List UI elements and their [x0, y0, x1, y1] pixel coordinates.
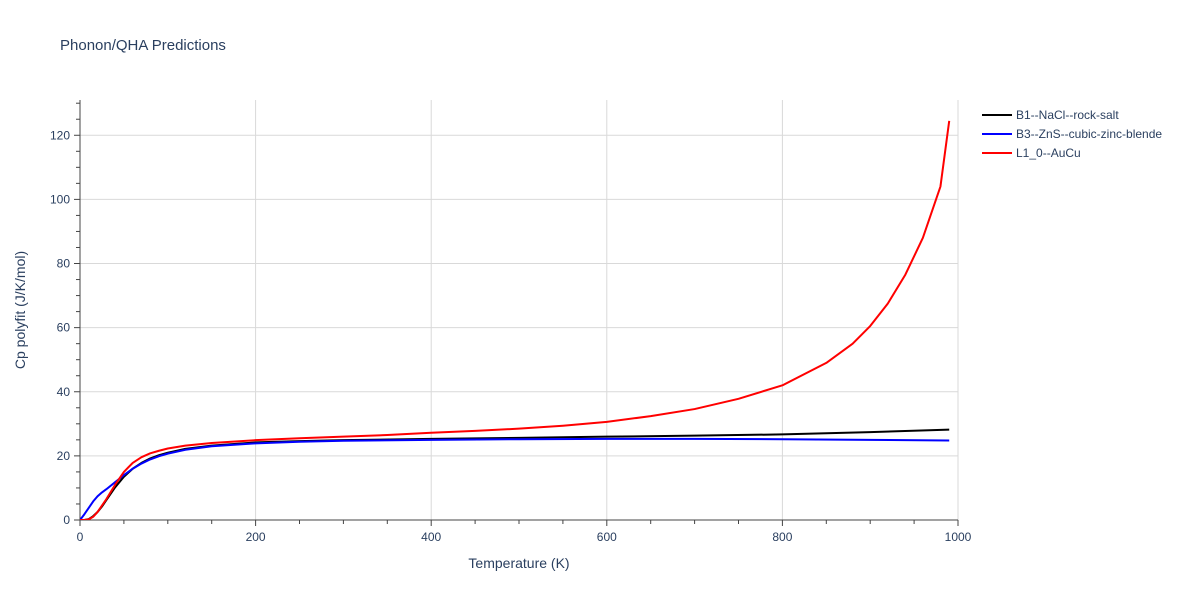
plot-area [80, 120, 951, 520]
legend: B1--NaCl--rock-salt B3--ZnS--cubic-zinc-b… [982, 108, 1162, 160]
series-line-1 [80, 437, 950, 520]
chart-title: Phonon/QHA Predictions [60, 37, 226, 54]
y-tick-label: 60 [57, 321, 71, 335]
y-tick-label: 40 [57, 385, 71, 399]
x-axis-title: Temperature (K) [468, 555, 569, 571]
y-tick-label: 0 [63, 513, 70, 527]
legend-label-2: L1_0--AuCu [1016, 146, 1081, 160]
x-tick-label: 800 [772, 530, 792, 544]
y-tick-label: 80 [57, 257, 71, 271]
x-tick-label: 0 [77, 530, 84, 544]
grid [80, 100, 959, 520]
x-tick-label: 200 [246, 530, 266, 544]
x-tick-label: 600 [597, 530, 617, 544]
axes: 0 200 400 600 800 1000 0 20 40 60 80 100 120 [50, 100, 972, 544]
y-axis-title: Cp polyfit (J/K/mol) [12, 251, 28, 369]
y-tick-label: 120 [50, 128, 70, 142]
y-tick-label: 20 [57, 449, 71, 463]
legend-label-1: B3--ZnS--cubic-zinc-blende [1016, 127, 1162, 141]
x-tick-label: 400 [421, 530, 441, 544]
x-tick-label: 1000 [945, 530, 972, 544]
series-line-2 [80, 120, 951, 520]
y-tick-label: 100 [50, 192, 70, 206]
legend-label-0: B1--NaCl--rock-salt [1016, 108, 1119, 122]
